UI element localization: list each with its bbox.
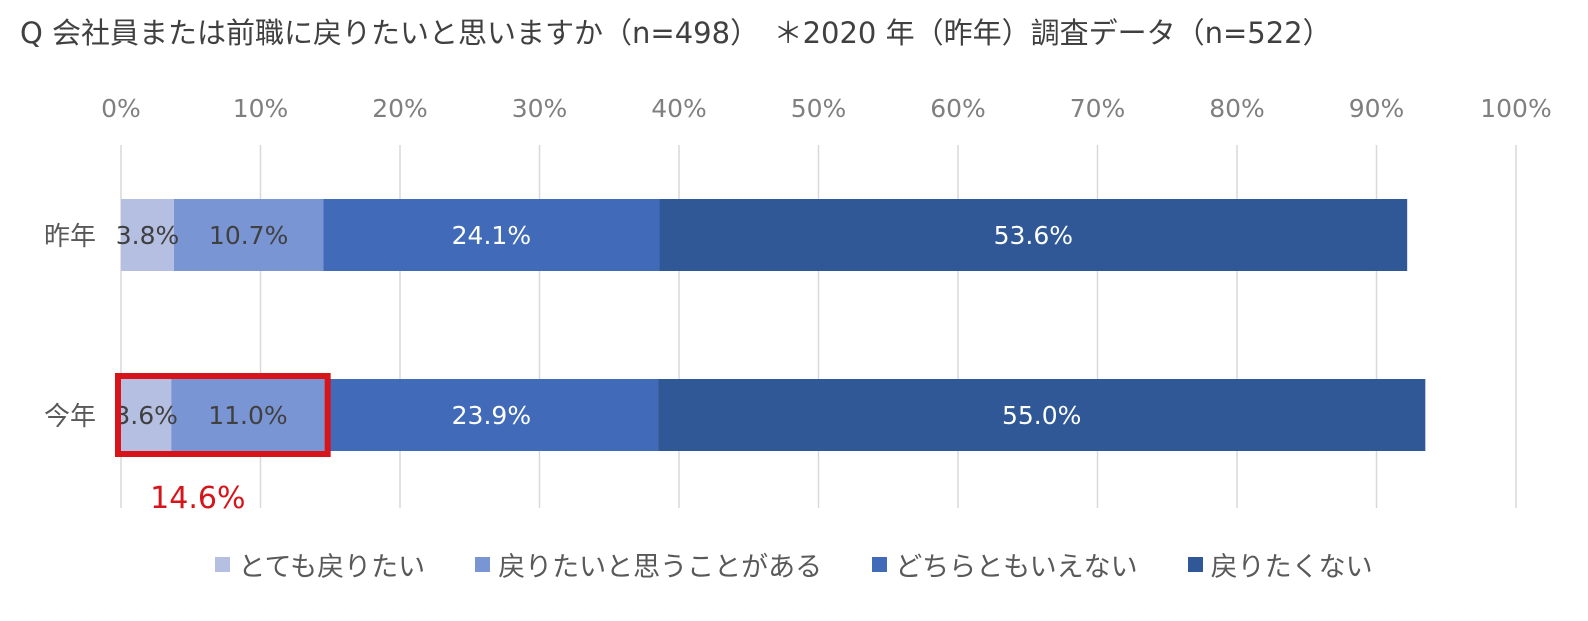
- legend-swatch: [872, 557, 888, 572]
- data-label: 53.6%: [994, 221, 1073, 250]
- bar-segment: [171, 379, 325, 451]
- legend-swatch: [215, 557, 231, 572]
- bar-segment: [121, 379, 172, 451]
- data-label: 23.9%: [452, 401, 531, 430]
- legend-item: どちらともいえない: [872, 545, 1138, 584]
- legend-swatch: [475, 557, 491, 572]
- legend-label: とても戻りたい: [238, 552, 426, 583]
- x-tick-label: 40%: [651, 94, 707, 123]
- category-label: 今年: [44, 402, 96, 432]
- bar-segment: [323, 199, 660, 271]
- x-tick-label: 60%: [930, 94, 986, 123]
- data-label: 3.8%: [116, 221, 180, 250]
- legend-label: 戻りたいと思うことがある: [498, 552, 823, 583]
- bar-segment: [659, 199, 1408, 271]
- legend-swatch: [1187, 557, 1203, 572]
- x-tick-label: 50%: [791, 94, 847, 123]
- bar-segment: [174, 199, 324, 271]
- annotation-label: 14.6%: [150, 481, 245, 516]
- x-tick-label: 30%: [512, 94, 568, 123]
- legend-label: 戻りたくない: [1210, 552, 1373, 583]
- x-tick-label: 80%: [1209, 94, 1265, 123]
- x-tick-label: 90%: [1349, 94, 1405, 123]
- data-label: 3.6%: [114, 401, 178, 430]
- bar-segment: [121, 199, 175, 271]
- data-label: 11.0%: [208, 401, 287, 430]
- legend-item: 戻りたくない: [1187, 545, 1373, 584]
- category-label: 昨年: [44, 222, 96, 252]
- data-label: 24.1%: [452, 221, 531, 250]
- highlight-box: [115, 373, 331, 457]
- x-tick-label: 70%: [1070, 94, 1126, 123]
- chart-plot: 0% 10% 20% 30% 40% 50% 60% 70% 80% 90% 100% 3.8% 10…: [44, 94, 1552, 516]
- x-tick-label: 10%: [233, 94, 289, 123]
- x-tick-label: 100%: [1480, 94, 1551, 123]
- x-tick-label: 0%: [101, 94, 141, 123]
- x-tick-label: 20%: [372, 94, 428, 123]
- chart-title: Q 会社員または前職に戻りたいと思いますか（n=498） ＊2020 年（昨年）…: [20, 16, 1332, 50]
- legend-item: とても戻りたい: [215, 545, 425, 584]
- bar-segment: [324, 379, 659, 451]
- legend-label: どちらともいえない: [895, 552, 1138, 583]
- data-label: 55.0%: [1002, 401, 1081, 430]
- bar-segment: [658, 379, 1426, 451]
- legend-item: 戻りたいと思うことがある: [475, 545, 822, 584]
- chart-legend: とても戻りたい 戻りたいと思うことがある どちらともいえない 戻りたくない: [0, 545, 1588, 584]
- data-label: 10.7%: [209, 221, 288, 250]
